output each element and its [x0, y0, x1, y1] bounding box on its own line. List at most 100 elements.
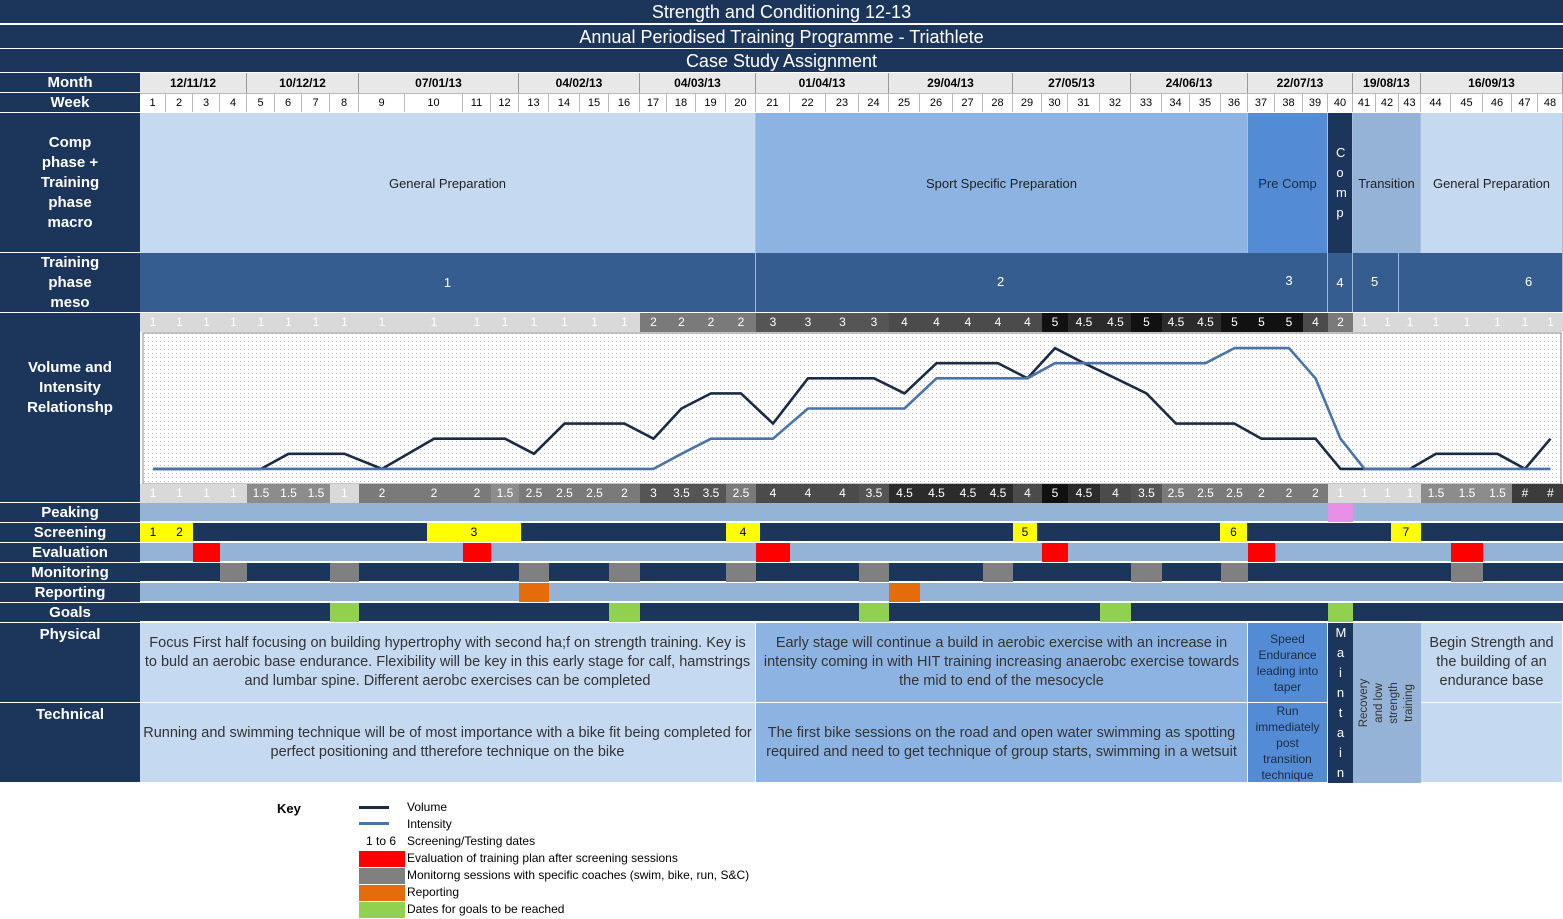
- week-cell: 16: [609, 93, 640, 112]
- volume-value-label: 2.5: [1190, 484, 1221, 503]
- month-cell: 04/03/13: [640, 73, 756, 93]
- month-cell: 19/08/13: [1353, 73, 1421, 93]
- week-cell: 32: [1100, 93, 1131, 112]
- physical-text: Begin Strength and the building of an en…: [1429, 635, 1554, 689]
- monitoring-marker: [1221, 563, 1248, 582]
- week-cell: 40: [1328, 93, 1353, 112]
- macro-phase-label: Sport Specific Preparation: [925, 175, 1078, 191]
- row-label-screening: Screening: [0, 523, 140, 543]
- week-cell: 15: [580, 93, 609, 112]
- intensity-value-label: 1: [193, 313, 220, 332]
- row-label-peaking: Peaking: [0, 503, 140, 523]
- week-cell: 8: [330, 93, 359, 112]
- evaluation-marker: [463, 543, 491, 562]
- key-screen: Screening/Testing dates: [407, 834, 536, 848]
- volume-value-label: 4.5: [889, 484, 920, 503]
- volume-value-label: 1: [140, 484, 166, 503]
- volume-value-label: 1: [193, 484, 220, 503]
- week-cell: 43: [1399, 93, 1421, 112]
- row-label-goals: Goals: [0, 603, 140, 623]
- week-cell: 48: [1538, 93, 1563, 112]
- key-monitor: Monitorng sessions with specific coaches…: [407, 868, 750, 882]
- week-cell: 18: [667, 93, 696, 112]
- assignment-title: Case Study Assignment: [0, 49, 1563, 73]
- key-intensity: Intensity: [407, 817, 452, 831]
- week-cell: 27: [953, 93, 983, 112]
- intensity-value-label: 1: [330, 313, 359, 332]
- evaluation-marker: [1248, 543, 1275, 562]
- intensity-value-label: 4.5: [1068, 313, 1100, 332]
- physical-description: Begin Strength and the building of an en…: [1421, 623, 1563, 703]
- week-cell: 28: [983, 93, 1013, 112]
- week-cell: 47: [1512, 93, 1538, 112]
- intensity-value-label: 3: [790, 313, 826, 332]
- row-label-evaluation: Evaluation: [0, 543, 140, 563]
- intensity-value-label: 4: [1013, 313, 1042, 332]
- month-cell: 29/04/13: [889, 73, 1013, 93]
- technical-description: Run immediately post transition techniqu…: [1248, 703, 1328, 783]
- key-volume: Volume: [407, 800, 448, 814]
- physical-text: Focus First half focusing on building hy…: [144, 635, 751, 689]
- intensity-value-label: 1: [1376, 313, 1399, 332]
- volume-value-label: 3.5: [667, 484, 696, 503]
- meso-phase-band: 1: [140, 253, 756, 312]
- screening-marker: 4: [726, 523, 760, 542]
- goal-marker: [330, 603, 359, 622]
- intensity-value-label: 4: [889, 313, 920, 332]
- week-cell: 37: [1248, 93, 1275, 112]
- month-cell: 16/09/13: [1421, 73, 1563, 93]
- meso-phase-label: 5: [1371, 274, 1379, 289]
- meso-phase-label: 1: [443, 275, 452, 290]
- volume-value-label: #: [1538, 484, 1563, 503]
- volume-value-label: 4.5: [1068, 484, 1100, 503]
- week-cell: 10: [405, 93, 463, 112]
- goal-marker: [859, 603, 889, 622]
- physical-description: Early stage will continue a build in aer…: [756, 623, 1248, 703]
- intensity-value-label: 1: [580, 313, 609, 332]
- volume-value-label: 1: [1353, 484, 1376, 503]
- monitoring-marker: [609, 563, 640, 582]
- week-cell: 39: [1303, 93, 1328, 112]
- macro-phase-band: General Preparation: [140, 113, 756, 253]
- physical-text: Speed Endurance leading into taper: [1256, 631, 1319, 694]
- evaluation-marker: [1042, 543, 1068, 562]
- week-cell: 9: [359, 93, 405, 112]
- week-cell: 11: [463, 93, 491, 112]
- meso-phase-band: 6: [1399, 253, 1563, 312]
- week-cell: 36: [1221, 93, 1248, 112]
- peaking-track: [140, 503, 1563, 522]
- intensity-value-label: 1: [549, 313, 580, 332]
- volume-value-label: 1.5: [302, 484, 330, 503]
- intensity-value-label: 4: [920, 313, 953, 332]
- intensity-value-label: 1: [359, 313, 405, 332]
- week-cell: 31: [1068, 93, 1100, 112]
- evaluation-marker: [193, 543, 220, 562]
- volume-value-label: 1: [1376, 484, 1399, 503]
- month-cell: 07/01/13: [359, 73, 519, 93]
- key-volume-swatch: [359, 806, 389, 809]
- evaluation-marker: [756, 543, 790, 562]
- key-report-swatch: [359, 885, 405, 901]
- intensity-value-label: 3: [859, 313, 889, 332]
- screening-marker: 7: [1391, 523, 1421, 542]
- meso-phase-label: 2: [997, 274, 1005, 289]
- month-cell: 12/11/12: [140, 73, 247, 93]
- monitoring-marker: [519, 563, 549, 582]
- volume-value-label: 2: [405, 484, 463, 503]
- month-cell: 04/02/13: [519, 73, 640, 93]
- macro-phase-label: Pre Comp: [1258, 175, 1317, 191]
- intensity-value-label: 2: [640, 313, 667, 332]
- volume-value-label: 2: [463, 484, 491, 503]
- row-label-macro: Comp phase + Training phase macro: [0, 113, 140, 253]
- volume-value-label: 4.5: [983, 484, 1013, 503]
- month-cell: 01/04/13: [756, 73, 889, 93]
- week-cell: 29: [1013, 93, 1042, 112]
- volume-value-label: 1: [220, 484, 247, 503]
- intensity-value-label: 1: [302, 313, 330, 332]
- volume-value-label: 3.5: [859, 484, 889, 503]
- volume-value-label: 2.5: [726, 484, 756, 503]
- row-label-meso: Training phase meso: [0, 253, 140, 313]
- technical-description: The first bike sessions on the road and …: [756, 703, 1248, 783]
- month-cell: 27/05/13: [1013, 73, 1131, 93]
